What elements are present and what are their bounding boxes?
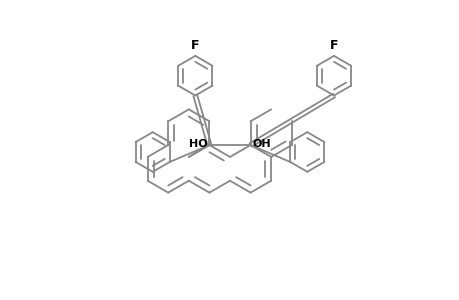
Text: F: F <box>329 39 337 52</box>
Text: F: F <box>190 39 199 52</box>
Text: HO: HO <box>188 139 207 149</box>
Text: OH: OH <box>252 139 271 149</box>
